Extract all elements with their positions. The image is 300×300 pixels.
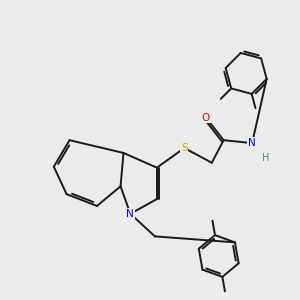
Text: H: H bbox=[262, 153, 269, 163]
Text: O: O bbox=[202, 112, 210, 123]
Text: S: S bbox=[181, 143, 188, 153]
Text: N: N bbox=[127, 209, 134, 219]
Text: N: N bbox=[248, 138, 256, 148]
